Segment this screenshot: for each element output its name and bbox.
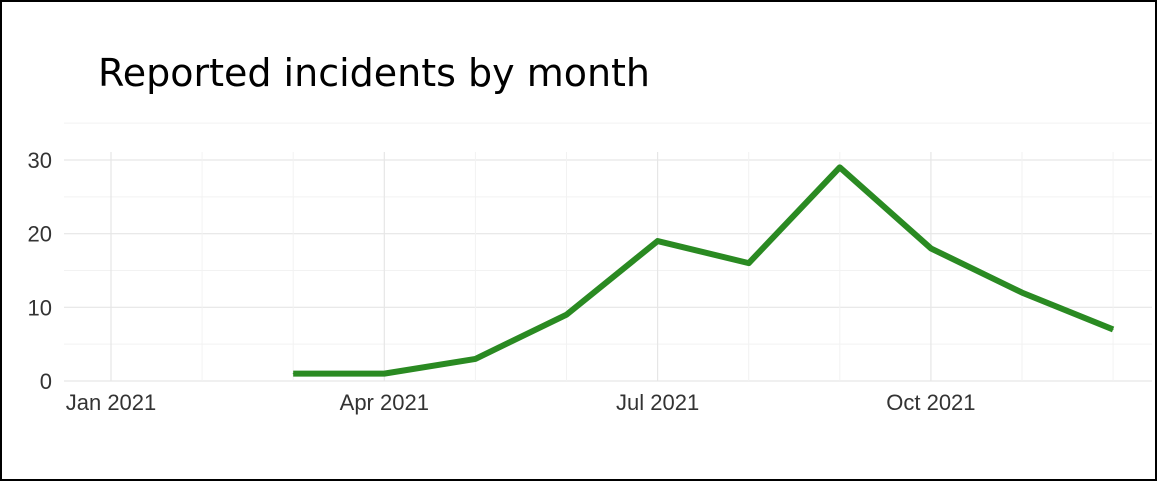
series-line	[293, 164, 1115, 377]
data-point	[292, 373, 294, 375]
series-layer	[292, 164, 1115, 377]
data-point	[383, 373, 385, 375]
data-point	[1021, 292, 1023, 294]
tick-labels: 0 10 20 30 Jan 2021 Apr 2021 Jul 2021 Oct 2021	[28, 148, 976, 415]
data-point	[1112, 328, 1114, 330]
x-tick-label: Jan 2021	[66, 390, 157, 415]
y-tick-label: 20	[28, 222, 52, 247]
data-point	[566, 314, 567, 316]
x-tick-label: Jul 2021	[616, 390, 699, 415]
gridlines	[64, 122, 1152, 382]
data-point	[657, 240, 659, 242]
y-tick-label: 10	[28, 295, 52, 320]
chart-title: Reported incidents by month	[98, 51, 650, 95]
data-point	[748, 262, 750, 264]
data-point	[839, 166, 841, 168]
x-tick-label: Oct 2021	[886, 390, 975, 415]
data-point	[474, 358, 476, 360]
y-tick-label: 30	[28, 148, 52, 173]
x-tick-label: Apr 2021	[340, 390, 429, 415]
data-point	[930, 247, 932, 249]
y-tick-label: 0	[40, 369, 52, 394]
